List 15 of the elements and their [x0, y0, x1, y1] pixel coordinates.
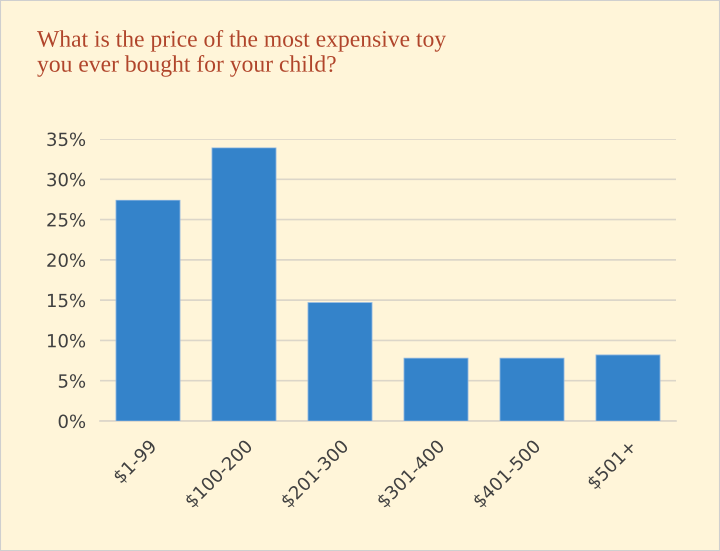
bar	[308, 302, 372, 421]
y-tick-label: 10%	[48, 334, 86, 348]
chart-title: What is the price of the most expensive toy you ever bought for your child?	[37, 30, 446, 77]
y-tick-label: 25%	[47, 213, 86, 227]
y-tick-label: 5%	[58, 374, 86, 388]
bar	[404, 358, 468, 421]
bar	[596, 354, 660, 421]
bar	[116, 200, 180, 421]
y-tick-label: 35%	[47, 132, 86, 146]
bar	[500, 358, 564, 421]
y-tick-label: 15%	[48, 294, 86, 308]
y-tick-label: 30%	[47, 172, 86, 186]
y-tick-label: 20%	[47, 253, 86, 267]
y-tick-label: 0%	[58, 414, 86, 428]
bar	[212, 147, 276, 421]
